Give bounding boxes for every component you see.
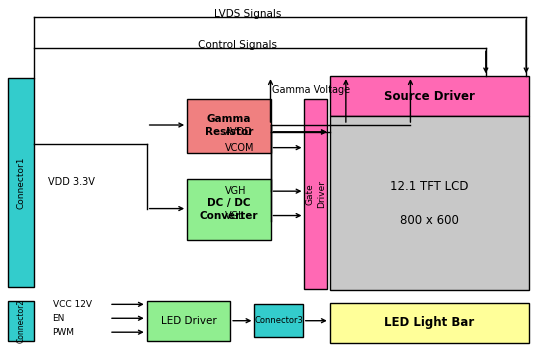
Bar <box>329 303 529 343</box>
Text: Gamma
Resistor: Gamma Resistor <box>204 114 253 138</box>
Bar <box>305 99 327 289</box>
Text: LED Driver: LED Driver <box>161 316 216 326</box>
Bar <box>329 76 529 116</box>
Text: Connector1: Connector1 <box>17 156 26 209</box>
Bar <box>9 301 34 341</box>
Text: Connector3: Connector3 <box>254 316 303 325</box>
Bar <box>254 304 303 337</box>
Text: DC / DC
Converter: DC / DC Converter <box>200 198 258 221</box>
Text: VCOM: VCOM <box>225 143 254 153</box>
Text: LVDS Signals: LVDS Signals <box>214 8 281 19</box>
Text: Connector2: Connector2 <box>17 299 26 343</box>
Text: Gate
Driver: Gate Driver <box>305 180 326 208</box>
Text: LED Light Bar: LED Light Bar <box>384 316 474 329</box>
Text: VCC 12V: VCC 12V <box>52 300 91 309</box>
Bar <box>187 99 270 153</box>
Text: AVDD: AVDD <box>225 127 253 137</box>
Bar <box>9 78 34 287</box>
Text: PWM: PWM <box>52 328 75 337</box>
Text: VDD 3.3V: VDD 3.3V <box>48 178 95 187</box>
Text: Gamma Voltage: Gamma Voltage <box>272 85 349 95</box>
Text: VGL: VGL <box>225 211 245 220</box>
Text: 12.1 TFT LCD

800 x 600: 12.1 TFT LCD 800 x 600 <box>390 180 469 227</box>
Bar <box>329 116 529 290</box>
Bar <box>187 179 270 240</box>
Text: Control Signals: Control Signals <box>198 40 277 50</box>
Text: EN: EN <box>52 314 65 323</box>
Bar <box>147 301 230 341</box>
Text: VGH: VGH <box>225 186 246 196</box>
Text: Source Driver: Source Driver <box>384 90 474 103</box>
